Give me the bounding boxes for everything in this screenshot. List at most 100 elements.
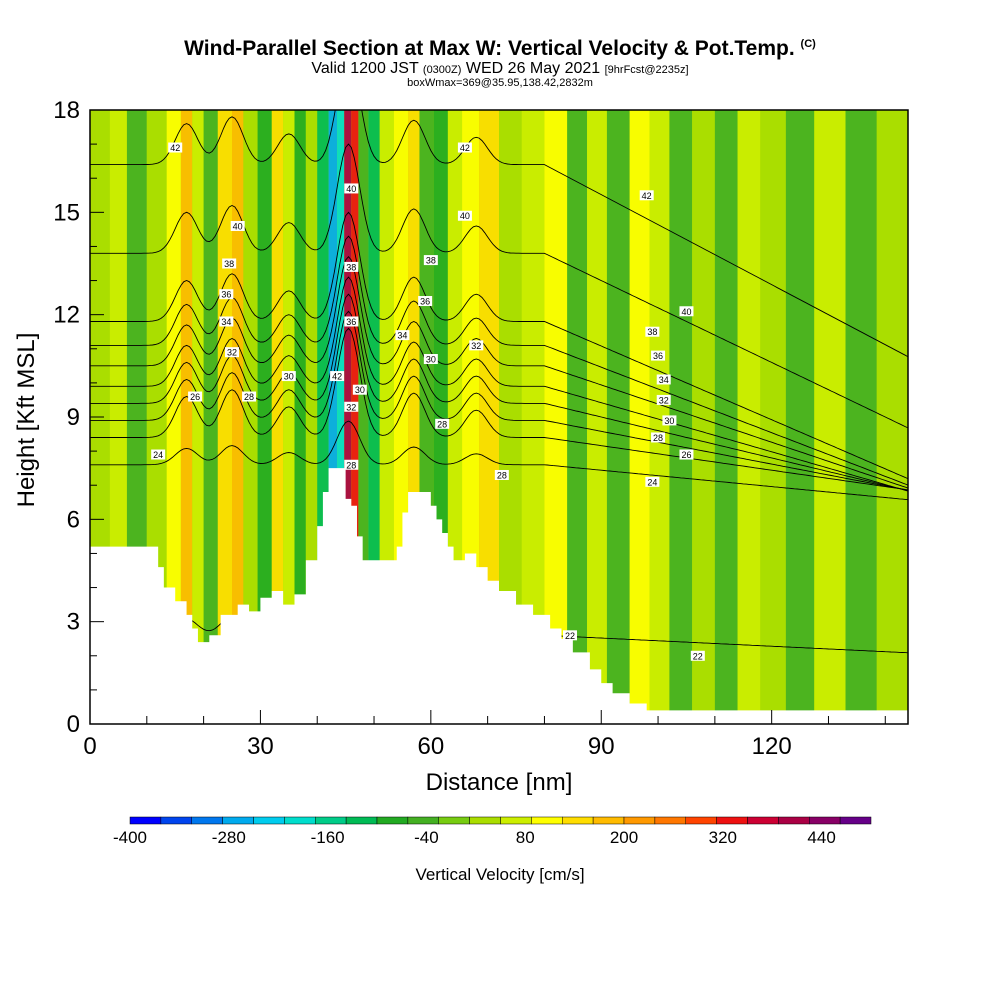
copyright-mark: (C) — [800, 38, 816, 50]
contour-label: 26 — [679, 449, 694, 460]
theta-contour — [90, 276, 908, 492]
velocity-band — [232, 110, 244, 724]
contour-label-bg — [651, 350, 666, 361]
contour-label-bg — [457, 210, 472, 221]
contour-label: 34 — [656, 374, 671, 385]
colorbar-tick-label: -40 — [414, 828, 439, 847]
velocity-band — [344, 110, 352, 724]
contour-label-text: 26 — [681, 450, 691, 460]
contour-label-text: 28 — [653, 433, 663, 443]
contour-label: 36 — [651, 350, 666, 361]
contour-label-text: 26 — [190, 392, 200, 402]
contour-label-bg — [230, 220, 245, 231]
x-axis-label: Distance [nm] — [426, 769, 573, 796]
velocity-band — [358, 110, 369, 724]
colorbar-swatch — [253, 816, 285, 825]
contour-label: 28 — [344, 459, 359, 470]
contour-label-text: 32 — [346, 402, 356, 412]
colorbar-swatch — [531, 816, 563, 825]
velocity-band — [243, 110, 258, 724]
y-tick-label: 18 — [53, 97, 80, 124]
y-tick-label: 9 — [67, 404, 80, 431]
velocity-band — [876, 110, 900, 724]
contour-label-bg — [281, 371, 296, 382]
contour-label-text: 28 — [497, 470, 507, 480]
contour-label-text: 34 — [659, 375, 669, 385]
contour-label-bg — [395, 330, 410, 341]
colorbar-tick-label: 320 — [709, 828, 737, 847]
contour-label: 24 — [645, 476, 660, 487]
contour-label-text: 28 — [244, 392, 254, 402]
contour-label-bg — [656, 374, 671, 385]
colorbar-swatch — [438, 816, 470, 825]
colorbar-swatch — [284, 816, 316, 825]
contour-label: 40 — [457, 210, 472, 221]
contour-label: 38 — [222, 258, 237, 269]
velocity-band — [271, 110, 284, 724]
contour-label-bg — [219, 289, 234, 300]
contour-labels: 4240383634323028262440383642303228424038… — [151, 142, 705, 661]
contour-label: 32 — [344, 401, 359, 412]
box-wmax: boxWmax=369@35.95,138.42,2832m — [407, 77, 593, 89]
contour-label: 24 — [151, 449, 166, 460]
contour-label-bg — [423, 255, 438, 266]
contour-label: 36 — [344, 316, 359, 327]
contour-label: 42 — [457, 142, 472, 153]
x-tick-label: 30 — [247, 733, 274, 760]
contour-label-bg — [469, 340, 484, 351]
contour-label: 28 — [494, 469, 509, 480]
velocity-band — [737, 110, 761, 724]
contour-label: 34 — [395, 330, 410, 341]
contour-label-text: 36 — [420, 297, 430, 307]
contour-label-text: 28 — [346, 460, 356, 470]
contour-label-bg — [418, 296, 433, 307]
y-tick-label: 12 — [53, 302, 80, 329]
forecast-info: [9hrFcst@2235z] — [604, 64, 689, 76]
velocity-band — [845, 110, 877, 724]
contour-label-text: 24 — [153, 450, 163, 460]
contour-label-text: 38 — [224, 259, 234, 269]
velocity-band — [283, 110, 295, 724]
velocity-band — [368, 110, 380, 724]
colorbar-swatch — [716, 816, 748, 825]
colorbar-label: Vertical Velocity [cm/s] — [415, 865, 584, 884]
colorbar-tick-label: -400 — [113, 828, 147, 847]
colorbar-tick-label: -280 — [212, 828, 246, 847]
velocity-band — [714, 110, 738, 724]
velocity-band — [785, 110, 815, 724]
velocity-band — [567, 110, 588, 724]
contour-label: 36 — [418, 296, 433, 307]
velocity-band — [606, 110, 630, 724]
contour-label: 28 — [435, 418, 450, 429]
colorbar-swatch — [809, 816, 841, 825]
colorbar-swatch — [623, 816, 656, 825]
contour-label-bg — [352, 384, 367, 395]
contour-label-text: 36 — [346, 317, 356, 327]
contour-label-bg — [651, 432, 666, 443]
contour-label-text: 42 — [332, 372, 342, 382]
contour-label-text: 34 — [397, 331, 407, 341]
colorbar-swatch — [345, 816, 378, 825]
contour-label: 28 — [242, 391, 257, 402]
contour-label-bg — [344, 316, 359, 327]
colorbar-swatch — [778, 816, 810, 825]
contour-label-bg — [679, 306, 694, 317]
contour-label-text: 40 — [346, 184, 356, 194]
contour-label-text: 42 — [170, 143, 180, 153]
valid-utc: (0300Z) — [422, 64, 462, 76]
theta-contour — [90, 235, 908, 486]
velocity-band — [544, 110, 568, 724]
contour-label-bg — [242, 391, 257, 402]
contour-label-bg — [151, 449, 166, 460]
contour-label-bg — [344, 183, 359, 194]
contour-label-text: 36 — [653, 351, 663, 361]
contour-label-text: 22 — [565, 631, 575, 641]
contour-label-text: 38 — [647, 327, 657, 337]
colorbar-swatch — [191, 816, 223, 825]
valid-time: Valid 1200 JST (0300Z) WED 26 May 2021 [… — [311, 60, 689, 77]
colorbar-swatch — [685, 816, 717, 825]
contour-label-bg — [219, 316, 234, 327]
contour-label-text: 34 — [221, 317, 231, 327]
velocity-band — [521, 110, 545, 724]
